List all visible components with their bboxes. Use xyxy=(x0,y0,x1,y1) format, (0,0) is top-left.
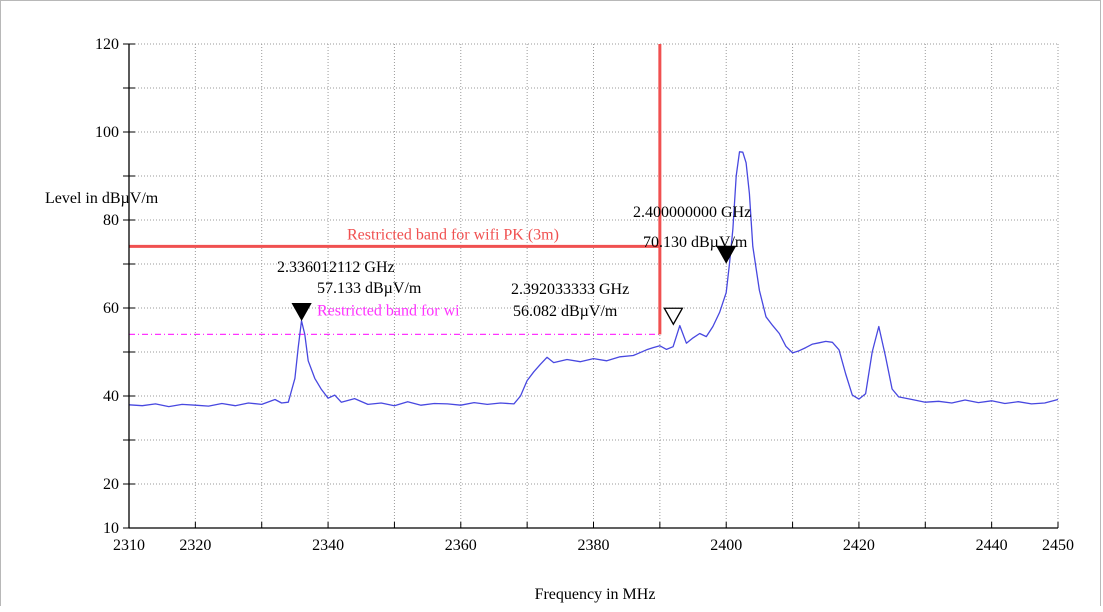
marker-3-frequency: 2.400000000 GHz xyxy=(633,204,751,221)
marker-3-triangle xyxy=(716,245,737,264)
x-tick-label: 2450 xyxy=(1042,537,1074,554)
x-tick-label: 2320 xyxy=(179,537,211,554)
marker-3-level: 70.130 dBµV/m xyxy=(643,234,748,251)
marker-1-triangle xyxy=(291,302,312,321)
marker-1-frequency: 2.336012112 GHz xyxy=(277,259,395,276)
marker-2-level: 56.082 dBµV/m xyxy=(513,303,618,320)
x-axis-label: Frequency in MHz xyxy=(535,586,656,603)
limit-lines: Restricted band for wifi PK (3m) Restrict… xyxy=(129,44,662,335)
y-tick-label: 20 xyxy=(103,476,119,493)
y-tick-label: 80 xyxy=(103,212,119,229)
x-tick-label: 2380 xyxy=(578,537,610,554)
trace-line-1 xyxy=(128,151,1059,408)
y-axis-label: Level in dBµV/m xyxy=(45,190,159,207)
x-tick-label: 2310 xyxy=(113,537,145,554)
x-tick-label: 2400 xyxy=(710,537,742,554)
marker-2-frequency: 2.392033333 GHz xyxy=(511,281,629,298)
y-tick-label: 100 xyxy=(95,124,119,141)
y-tick-label: 10 xyxy=(103,520,119,537)
y-tick-label: 120 xyxy=(95,36,119,53)
x-tick-label: 2360 xyxy=(445,537,477,554)
marker-1-level: 57.133 dBµV/m xyxy=(317,280,422,297)
axes: 2310 2320 2340 2360 2380 2400 2420 2440 2450 10 20… xyxy=(95,36,1074,554)
x-tick-label: 2340 xyxy=(312,537,344,554)
grid xyxy=(128,43,1059,529)
limit-line-label-2: Restricted band for wi xyxy=(317,302,460,319)
y-tick-label: 40 xyxy=(103,388,119,405)
trace-group xyxy=(128,151,1059,408)
y-tick-label: 60 xyxy=(103,300,119,317)
marker-2-triangle xyxy=(663,307,684,326)
x-tick-label: 2420 xyxy=(843,537,875,554)
markers-group: 2.336012112 GHz 57.133 dBµV/m 2.392033333 … xyxy=(277,204,751,326)
limit-line-label-1: Restricted band for wifi PK (3m) xyxy=(347,226,559,243)
x-tick-label: 2440 xyxy=(976,537,1008,554)
